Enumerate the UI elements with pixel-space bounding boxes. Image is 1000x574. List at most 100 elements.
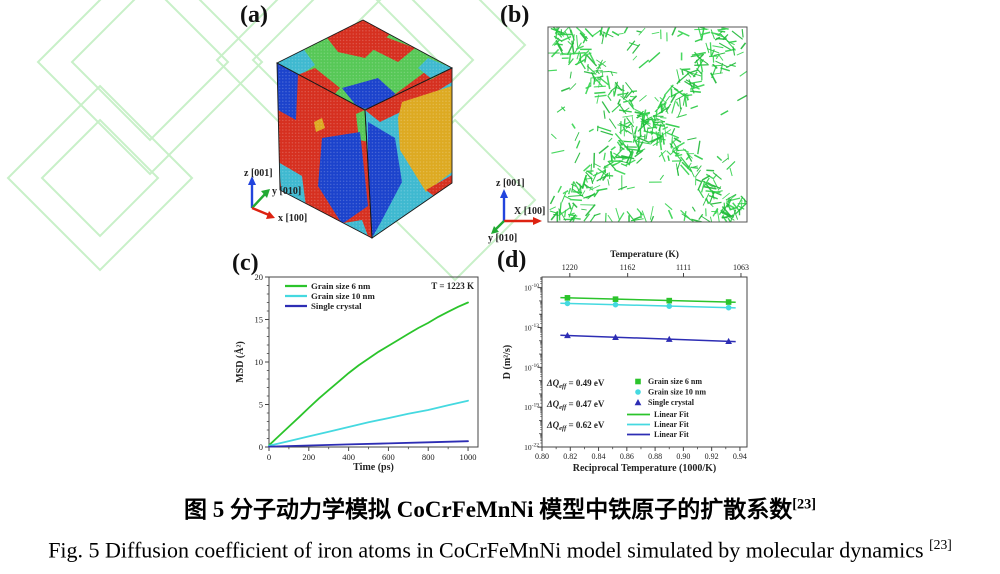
caption-chinese: 图 5 分子动力学模拟 CoCrFeMnNi 模型中铁原子的扩散系数[23] — [0, 490, 1000, 524]
x-axis-title: Reciprocal Temperature (1000/K) — [573, 463, 717, 474]
activation-energy-annotation: ΔQeff = 0.49 eV — [546, 378, 605, 390]
y-tick-label: 20 — [255, 272, 264, 282]
panel-d-label: (d) — [497, 247, 527, 273]
x-tick-label: 800 — [422, 452, 435, 462]
activation-energy-annotation: ΔQeff = 0.47 eV — [546, 399, 605, 411]
legend-fit-label: Linear Fit — [654, 420, 689, 429]
legend-label: Grain size 6 nm — [648, 377, 702, 386]
marker-circle — [666, 303, 673, 309]
x-tick-label: 0.86 — [620, 452, 634, 461]
marker-square — [564, 295, 571, 301]
axis-z-label: z [001] — [496, 178, 525, 189]
y-axis-title: D (m²/s) — [502, 345, 513, 379]
marker-triangle — [725, 337, 732, 345]
series-points-navy — [564, 331, 732, 345]
x-tick-label: 0.94 — [733, 452, 747, 461]
caption-chinese-ref: [23] — [792, 496, 816, 513]
axis-x-label: x [100] — [278, 213, 307, 224]
series-points-cyan — [564, 300, 732, 311]
top-tick-label: 1220 — [562, 263, 578, 272]
cube-edges — [276, 19, 453, 239]
marker-circle — [612, 301, 619, 308]
marker-circle — [564, 300, 571, 307]
series-points-green — [564, 295, 732, 305]
dislocation-segments — [548, 27, 747, 222]
axis-x-label: X [100] — [514, 206, 545, 217]
caption-chinese-text: 图 5 分子动力学模拟 CoCrFeMnNi 模型中铁原子的扩散系数 — [184, 497, 793, 522]
y-tick-label: 10-19 — [524, 403, 539, 413]
plot-frame — [541, 276, 748, 448]
x-axis-title: Time (ps) — [353, 462, 394, 473]
x-tick-label: 0.90 — [676, 452, 690, 461]
x-tick-label: 0.82 — [563, 452, 577, 461]
marker-square — [635, 378, 641, 385]
panel-a-label: (a) — [240, 2, 268, 28]
arrhenius-chart: 0.80 0.82 0.84 0.86 0.88 0.90 0.92 0.94 1220 1162… — [502, 249, 749, 474]
x-tick-label: 0.84 — [592, 452, 606, 461]
x-tick-label: 0.92 — [705, 452, 719, 461]
y-tick-label: 10-13 — [524, 323, 539, 333]
watermark-diamond — [6, 84, 194, 272]
y-tick-label: 15 — [255, 315, 264, 325]
legend-label: Single crystal — [648, 398, 695, 407]
y-tick-label: 10-16 — [524, 363, 539, 373]
legend-label: Single crystal — [311, 301, 362, 311]
legend-label: Grain size 6 nm — [311, 281, 371, 291]
panel-c-label: (c) — [232, 250, 259, 276]
top-tick-label: 1162 — [620, 263, 636, 272]
grain-cube-face-left — [277, 63, 372, 238]
legend-fit-label: Linear Fit — [654, 410, 689, 419]
dislocation-box — [547, 26, 748, 223]
x-tick-label: 600 — [382, 452, 395, 462]
marker-triangle — [612, 333, 619, 341]
axis-y-label: y [010] — [488, 233, 517, 244]
watermark-diamond — [40, 118, 160, 238]
legend-label: Grain size 10 nm — [311, 291, 375, 301]
fit-line-cyan — [560, 302, 736, 309]
marker-triangle — [564, 331, 571, 339]
x-tick-label: 200 — [302, 452, 315, 462]
msd-chart: 0 200 400 600 800 1000 0 5 10 15 20 Grain size 6 nm… — [234, 272, 479, 473]
y-tick-label: 5 — [259, 400, 263, 410]
series-line-green — [268, 301, 469, 447]
axis-y-label: y [010] — [272, 186, 301, 197]
top-tick-label: 1111 — [676, 263, 691, 272]
watermark-diamond — [70, 0, 230, 142]
axis-z-label: z [001] — [244, 168, 273, 179]
marker-triangle — [665, 335, 673, 342]
grain-structure-3d: z [001] y [010] x [100] — [244, 19, 453, 239]
panel-b-label: (b) — [500, 2, 530, 28]
y-tick-label: 10 — [255, 357, 264, 367]
top-tick-label: 1063 — [733, 263, 749, 272]
caption-english-text: Fig. 5 Diffusion coefficient of iron ato… — [48, 537, 930, 563]
legend-label: Grain size 10 nm — [648, 388, 706, 397]
watermark-diamond — [36, 0, 264, 176]
axis-triad-a: z [001] y [010] x [100] — [244, 168, 307, 224]
fit-line-navy — [560, 334, 736, 343]
x-tick-label: 0.80 — [535, 452, 549, 461]
marker-square — [666, 297, 673, 304]
caption-english: Fig. 5 Diffusion coefficient of iron ato… — [0, 537, 1000, 563]
marker-square — [612, 296, 619, 302]
x-tick-label: 0.88 — [648, 452, 662, 461]
y-axis-title: MSD (Å²) — [234, 341, 246, 383]
y-tick-label: 0 — [259, 442, 263, 452]
marker-circle — [725, 304, 732, 311]
series-line-navy — [268, 440, 469, 448]
x-tick-label: 400 — [342, 452, 355, 462]
marker-circle — [635, 389, 641, 395]
legend-fit-label: Linear Fit — [654, 430, 689, 439]
y-tick-label: 10-22 — [524, 443, 539, 453]
marker-square — [725, 299, 732, 305]
x-tick-label: 0 — [267, 452, 271, 462]
dislocation-map: z [001] X [100] y [010] — [488, 26, 748, 244]
caption-english-ref: [23] — [929, 537, 952, 552]
fit-line-green — [560, 296, 736, 303]
series-line-cyan — [268, 399, 469, 447]
x-tick-label: 1000 — [460, 452, 477, 462]
temperature-annotation: T = 1223 K — [431, 281, 474, 291]
activation-energy-annotation: ΔQeff = 0.62 eV — [546, 420, 605, 432]
top-axis-title: Temperature (K) — [610, 249, 679, 260]
y-tick-label: 10-10 — [524, 283, 539, 293]
